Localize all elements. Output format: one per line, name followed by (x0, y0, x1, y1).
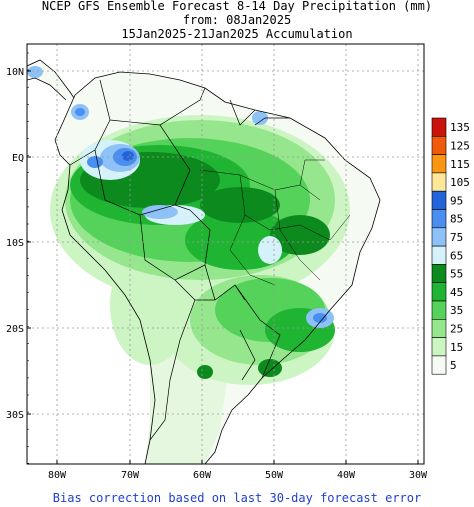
legend-label: 75 (450, 231, 463, 244)
lon-label-50w: 50W (265, 470, 284, 481)
precip-region (258, 359, 282, 377)
coastline (54, 71, 381, 464)
central-america-coast (27, 59, 75, 101)
precip-region (270, 215, 330, 255)
lat-label-20s: 20S (6, 324, 24, 335)
lon-label-40w: 40W (337, 470, 356, 481)
precipitation-shading (27, 66, 350, 385)
legend-swatch (431, 117, 447, 137)
legend-swatch (431, 300, 447, 320)
lat-label-10n: 10N (6, 67, 24, 78)
legend-swatch (431, 209, 447, 229)
legend-label: 115 (450, 158, 470, 171)
precip-region (258, 236, 282, 264)
legend-label: 105 (450, 176, 470, 189)
legend-label: 85 (450, 213, 463, 226)
legend-swatch (431, 282, 447, 302)
map-title: NCEP GFS Ensemble Forecast 8-14 Day Prec… (41, 0, 433, 13)
lon-label-80w: 80W (48, 470, 67, 481)
legend-label: 55 (450, 268, 463, 281)
legend-label: 25 (450, 322, 463, 335)
lon-label-70w: 70W (121, 470, 140, 481)
legend-swatch (431, 337, 447, 357)
accumulation-period: 15Jan2025-21Jan2025 Accumulation (121, 27, 353, 41)
lat-label-10s: 10S (6, 238, 24, 249)
legend-swatch (431, 227, 447, 247)
precip-region (122, 151, 134, 161)
bias-correction-note: Bias correction based on last 30-day for… (52, 491, 422, 505)
precipitation-map: 10N EQ 10S 20S 30S 80W 70W 60W 50W 40W 3… (6, 43, 470, 481)
latitude-labels: 10N EQ 10S 20S 30S (6, 67, 24, 421)
country-borders (69, 79, 290, 441)
legend-label: 45 (450, 286, 463, 299)
lat-label-eq: EQ (12, 153, 24, 164)
legend-swatch (431, 154, 447, 174)
precip-region (313, 313, 327, 323)
precip-region (87, 156, 103, 168)
longitude-labels: 80W 70W 60W 50W 40W 30W (48, 470, 428, 481)
legend-label: 5 (450, 359, 457, 372)
legend-swatch (431, 318, 447, 338)
precipitation-legend: 135 125 115 105 95 85 75 65 55 45 35 25 15 5 (431, 117, 470, 375)
lon-label-30w: 30W (409, 470, 428, 481)
legend-label: 95 (450, 194, 463, 207)
precip-region (252, 111, 268, 125)
lat-label-30s: 30S (6, 410, 24, 421)
legend-swatch (431, 245, 447, 265)
forecast-init-date: from: 08Jan2025 (182, 13, 292, 27)
legend-label: 125 (450, 139, 470, 152)
axis-ticks (27, 52, 419, 464)
legend-label: 135 (450, 121, 470, 134)
legend-swatch (431, 264, 447, 283)
legend-swatch (431, 136, 447, 155)
precip-region (142, 205, 178, 219)
legend-label: 35 (450, 304, 463, 317)
lon-label-60w: 60W (193, 470, 212, 481)
legend-swatch (431, 172, 447, 192)
precip-region (27, 66, 43, 78)
lat-lon-gridlines (27, 44, 424, 464)
legend-label: 65 (450, 249, 463, 262)
precip-region (197, 365, 213, 379)
precip-region (200, 187, 280, 223)
map-frame (26, 43, 425, 465)
state-borders (199, 159, 351, 286)
legend-swatch (431, 355, 447, 375)
map-area (27, 44, 424, 464)
precip-region (75, 108, 85, 116)
legend-swatch (431, 190, 447, 210)
legend-label: 15 (450, 341, 463, 354)
